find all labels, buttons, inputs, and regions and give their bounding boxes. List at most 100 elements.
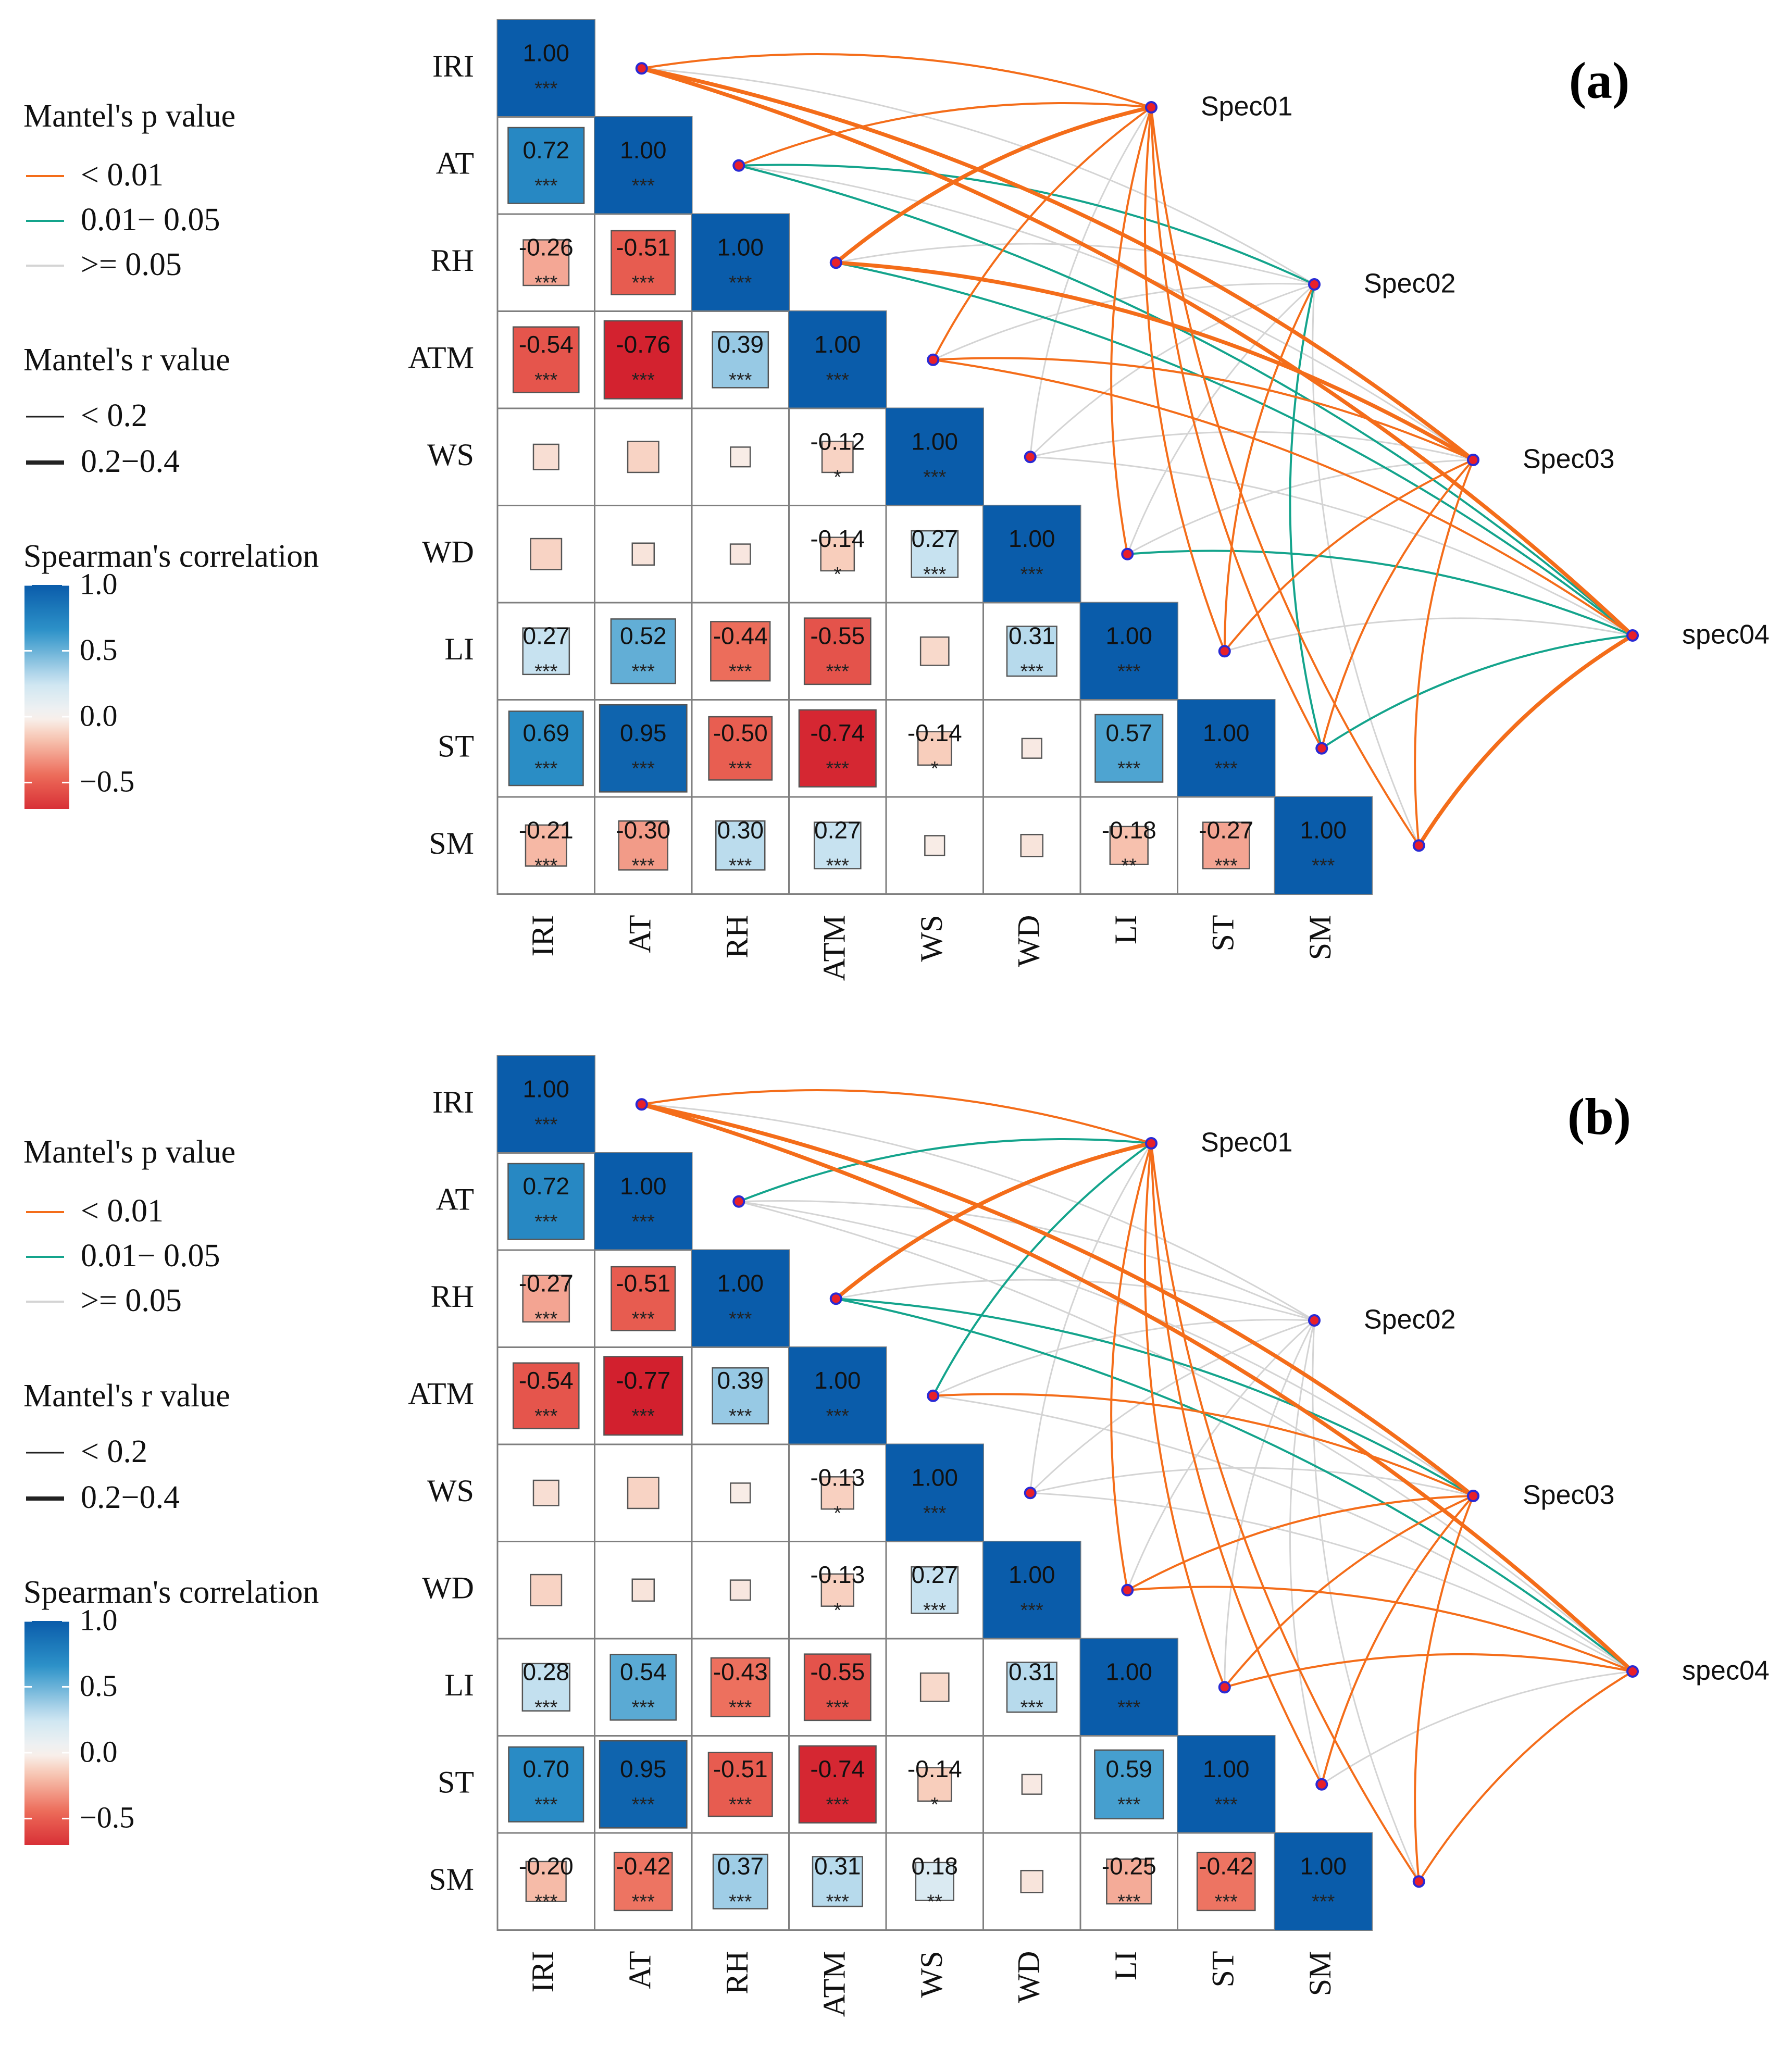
column-label-ws: WS [914,915,949,962]
correlation-square-sm-li [1106,1858,1152,1905]
correlation-label: -0.55 [810,622,865,649]
significance-stars: *** [923,564,947,585]
column-label-at: AT [623,915,657,953]
significance-stars: *** [534,1696,558,1718]
correlation-label: 1.00 [1203,719,1250,746]
spec-node-spec01 [1145,101,1158,114]
correlation-square-sm-sm [1275,1833,1372,1930]
correlation-square-rh-at [611,1266,676,1331]
column-label-rh: RH [720,915,754,958]
row-label-iri: IRI [432,49,474,83]
mantel-link-spec04-st [1321,1670,1634,1786]
mantel-link-spec01-st [1150,1142,1323,1786]
column-label-sm: SM [1303,915,1337,960]
correlation-label: -0.25 [1102,1852,1156,1879]
significance-stars: *** [729,1794,752,1816]
row-label-ws: WS [427,438,474,472]
significance-stars: *** [632,1794,655,1816]
correlation-label: 0.57 [1105,719,1152,746]
spec-node-spec02 [1308,278,1321,291]
mantel-link-spec02-sm [1312,1319,1420,1882]
row-label-wd: WD [422,1571,474,1605]
mantel-link-spec04-atm [932,358,1634,637]
correlation-square-sm-wd [1020,833,1044,857]
correlation-label: 0.54 [620,1658,667,1685]
mantel-link-spec02-wd [1126,283,1315,555]
correlation-label: 0.27 [911,525,958,552]
correlation-label: 1.00 [1300,1852,1347,1879]
significance-stars: *** [534,1405,558,1427]
correlation-square-atm-iri [512,326,580,394]
correlation-label: 0.95 [620,1755,667,1782]
correlation-square-atm-at [603,320,683,400]
significance-stars: *** [729,272,752,294]
mantel-link-spec04-at [738,1201,1634,1673]
mantel-link-spec01-rh [834,105,1153,265]
significance-stars: *** [534,1794,558,1816]
mantel-link-spec03-wd [1126,1495,1474,1591]
mantel-link-spec02-li [1223,283,1315,653]
column-label-st: ST [1206,915,1240,952]
mantel-link-spec03-iri [640,1102,1475,1498]
correlation-label: -0.26 [519,233,574,260]
mantel-link-spec03-rh [834,260,1475,462]
correlation-label: 1.00 [814,331,861,358]
correlation-label: 0.69 [522,719,569,746]
correlation-label: -0.77 [616,1367,670,1394]
correlation-label: 1.00 [911,1464,958,1491]
correlation-label: 0.72 [522,1172,569,1200]
mantel-link-spec03-li [1223,459,1474,653]
significance-stars: *** [826,1891,850,1913]
mantel-link-spec02-sm [1312,283,1420,846]
correlation-square-atm-rh [712,331,769,389]
significance-stars: *** [923,466,947,488]
spec-node-spec03 [1467,454,1479,466]
correlation-square-at-at [594,1153,692,1250]
significance-stars: *** [826,1405,850,1427]
significance-stars: *** [826,855,850,877]
significance-stars: *** [729,369,752,391]
significance-stars: *** [1215,1794,1238,1816]
correlation-label: 1.00 [620,1172,667,1200]
correlation-label: -0.14 [907,719,962,746]
significance-stars: * [833,1502,841,1524]
correlation-label: 0.18 [911,1852,958,1879]
correlation-square-ws-atm [821,441,854,473]
correlation-square-wd-atm [820,536,855,572]
correlation-label: -0.27 [519,1269,574,1296]
correlation-label: 1.00 [717,233,764,260]
correlation-square-li-at [609,1653,677,1721]
mantel-link-spec03-atm [932,1393,1474,1497]
mantel-link-spec04-wd [1126,1586,1634,1673]
spec-node-spec02 [1308,1314,1321,1327]
correlation-square-sm-atm [813,821,862,870]
correlation-label: -0.51 [713,1755,768,1782]
mantel-link-spec04-at [738,164,1634,637]
variable-node-ws [1024,1487,1037,1500]
correlation-square-li-rh [710,1657,770,1717]
correlation-square-li-ws [919,636,950,666]
significance-stars: *** [1021,660,1044,682]
colorbar-tick-label: −0.5 [80,1801,134,1835]
correlation-square-at-iri [507,127,585,204]
correlation-square-st-atm [798,709,877,788]
correlation-square-rh-iri [522,239,570,286]
row-label-li: LI [444,632,474,666]
variable-node-st [1315,742,1328,755]
correlation-label: 0.28 [522,1658,569,1685]
legend-p-label: < 0.01 [81,157,164,193]
column-label-wd: WD [1012,915,1046,967]
correlation-square-ws-ws [886,408,984,506]
correlation-square-sm-iri [525,1861,567,1902]
mantel-link-spec03-iri [640,66,1475,462]
correlation-square-wd-ws [911,530,959,578]
correlation-square-wd-ws [911,1566,959,1614]
correlation-square-st-rh [708,716,773,781]
correlation-square-wd-atm [820,1573,854,1607]
significance-stars: *** [632,660,655,682]
row-label-sm: SM [429,1862,474,1896]
column-label-at: AT [623,1951,657,1989]
correlation-square-sm-st [1196,1852,1256,1912]
legend-p-label: 0.01− 0.05 [81,1238,220,1274]
correlation-label: -0.42 [1199,1852,1253,1879]
